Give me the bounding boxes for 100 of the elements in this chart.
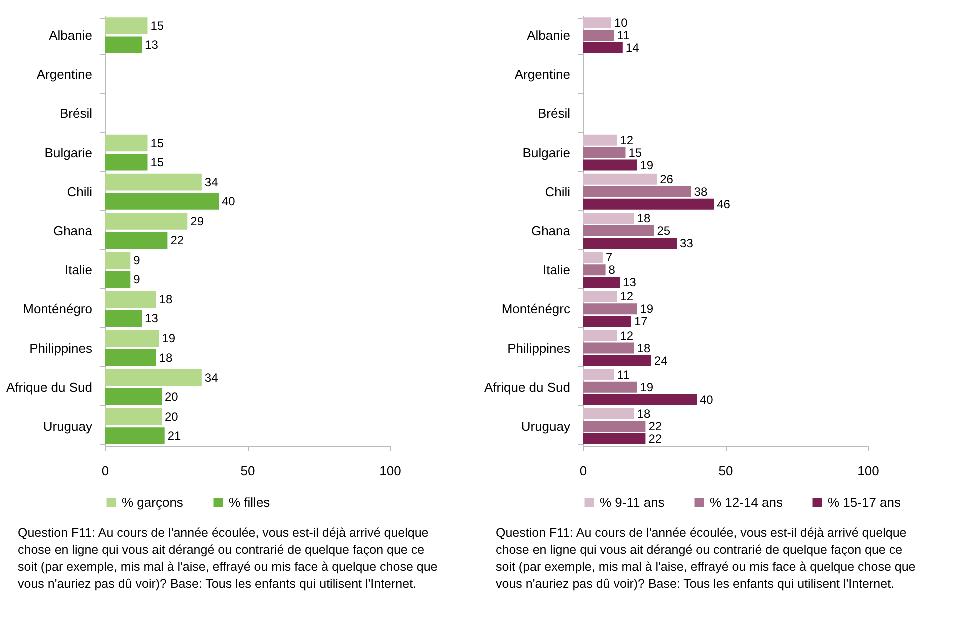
y-tick-label: Uruguay <box>521 418 571 434</box>
y-tick-label: Afrique du Sud <box>6 380 92 395</box>
text: Question F11: Au cours de l'année écoulée, vous est-il déjà arrivé quelque chose en ligne qui vous ait dérangé ou contrarié de quelque façon que ce soit (par exemple, mis mal à l'aise, effrayé ou mis face à quelque chose que vous n'auriez pas dû voir)? Base: Tous les enfants qui utilisent l'Internet. <box>18 525 438 593</box>
data-label: 20 <box>165 390 179 404</box>
y-tick-label: Bulgarie <box>44 145 92 160</box>
bar <box>105 330 160 348</box>
y-tick-label: Philippines <box>30 340 93 356</box>
x-tick-label: 0 <box>102 464 110 478</box>
legend-label: % 9-11 ans <box>600 494 666 510</box>
legend-label: % garçons <box>122 494 184 510</box>
data-label: 38 <box>694 184 708 199</box>
bar <box>105 388 162 406</box>
bar <box>583 160 638 171</box>
data-label: 22 <box>170 234 184 248</box>
bar <box>583 291 618 302</box>
data-label: 13 <box>145 38 159 52</box>
x-tick-label: 50 <box>718 464 734 478</box>
data-label: 25 <box>657 224 671 238</box>
bar <box>583 277 620 288</box>
data-label: 7 <box>606 250 613 265</box>
y-tick-label: Afrique du Sud <box>484 380 570 395</box>
legend-label: % filles <box>229 494 271 510</box>
data-label: 46 <box>717 197 731 212</box>
data-label: 34 <box>204 175 219 190</box>
data-label: 17 <box>634 314 648 329</box>
y-tick-label: Argentine <box>514 67 570 82</box>
y-tick-label: Italie <box>65 262 92 278</box>
bar <box>105 174 202 191</box>
y-tick-label: Uruguay <box>43 418 93 434</box>
bar <box>583 433 646 444</box>
data-label: 22 <box>648 432 662 446</box>
data-label: 13 <box>145 312 159 326</box>
data-label: 13 <box>623 276 637 290</box>
data-label: 34 <box>204 370 219 385</box>
bar <box>105 428 165 444</box>
bar <box>583 238 678 249</box>
y-tick-label: Philippines <box>508 340 571 356</box>
bar <box>105 310 142 328</box>
bar <box>105 213 188 230</box>
bar <box>583 134 618 146</box>
data-label: 40 <box>700 392 714 407</box>
data-label: 22 <box>648 419 662 434</box>
bar <box>105 252 131 269</box>
data-label: 11 <box>617 28 630 43</box>
y-tick-label: Argentine <box>36 67 92 82</box>
bar <box>105 36 142 54</box>
data-label: 29 <box>190 214 204 228</box>
data-label: 24 <box>654 354 668 368</box>
data-label: 15 <box>628 146 642 160</box>
bar <box>583 355 652 366</box>
y-tick-label: Italie <box>543 262 570 278</box>
y-tick-label: Ghana <box>531 224 572 238</box>
y-tick-label: Albanie <box>527 28 570 44</box>
data-label: 8 <box>608 263 616 278</box>
data-label: 12 <box>620 290 634 304</box>
bar <box>583 369 614 380</box>
bar <box>105 134 148 152</box>
y-tick-label: Chili <box>545 184 571 200</box>
bar <box>105 232 168 249</box>
bar <box>105 18 148 34</box>
bar <box>583 252 603 264</box>
data-label: 40 <box>222 194 236 208</box>
y-tick-label: Monténégro <box>23 302 92 317</box>
bar <box>583 18 612 29</box>
x-tick-label: 100 <box>858 464 880 478</box>
bar <box>105 271 131 288</box>
data-label: 10 <box>614 16 628 30</box>
bar <box>105 291 156 308</box>
y-tick-label: Monténégrc <box>502 302 571 317</box>
bar <box>583 316 632 328</box>
data-label: 14 <box>626 41 640 56</box>
bar <box>583 174 658 185</box>
data-label: 12 <box>620 328 634 343</box>
bar <box>583 30 614 42</box>
y-tick-label: Brésil <box>60 106 93 122</box>
bar <box>583 304 638 315</box>
data-label: 26 <box>660 172 674 186</box>
bar <box>105 349 156 366</box>
x-tick-label: 0 <box>580 464 588 478</box>
y-tick-label: Albanie <box>49 28 92 44</box>
data-label: 19 <box>640 302 654 316</box>
bar <box>583 382 638 393</box>
data-label: 12 <box>620 133 634 148</box>
bar <box>583 342 634 354</box>
data-label: 15 <box>150 155 164 170</box>
data-label: 19 <box>640 158 654 172</box>
data-label: 9 <box>134 254 141 268</box>
bar <box>105 193 219 210</box>
bar <box>583 408 634 420</box>
data-label: 11 <box>617 368 630 382</box>
data-label: 20 <box>165 410 179 424</box>
x-tick-label: 50 <box>240 464 256 478</box>
data-label: 18 <box>637 406 651 421</box>
bar <box>583 42 623 54</box>
legend-label: % 15-17 ans <box>828 494 902 510</box>
text: Question F11: Au cours de l'année écoulée, vous est-il déjà arrivé quelque chose en ligne qui vous ait dérangé ou contrarié de quelque façon que ce soit (par exemple, mis mal à l'aise, effrayé ou mis face à quelque chose que vous n'auriez pas dû voir)? Base: Tous les enfants qui utilisent l'Internet. <box>496 525 916 593</box>
bar <box>105 154 148 171</box>
bar <box>105 369 202 386</box>
data-label: 15 <box>150 136 164 150</box>
y-tick-label: Brésil <box>538 106 571 122</box>
